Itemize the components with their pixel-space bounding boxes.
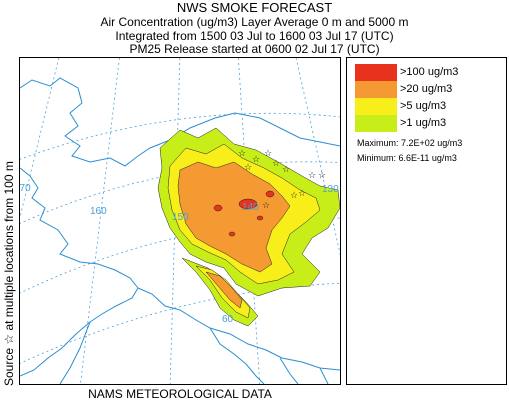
source-markers: ☆ ☆ ☆ ☆ ☆ ☆ ☆ ☆ ☆ ☆ ☆ xyxy=(238,149,326,211)
legend-label-gt1: >1 ug/m3 xyxy=(400,117,447,129)
source-side-label-text: Source ☆ at multiple locations from 100 … xyxy=(2,161,16,386)
legend-panel: >100 ug/m3 >20 ug/m3 >5 ug/m3 >1 ug/m3 M… xyxy=(346,57,507,385)
svg-text:☆: ☆ xyxy=(298,189,306,199)
legend-label-gt5: >5 ug/m3 xyxy=(400,100,447,112)
lon-label-150: 150 xyxy=(172,212,189,223)
map-canvas: ☆ ☆ ☆ ☆ ☆ ☆ ☆ ☆ ☆ ☆ ☆ 170 160 150 140 13… xyxy=(20,58,340,384)
svg-text:☆: ☆ xyxy=(290,191,298,201)
legend-label-gt100: >100 ug/m3 xyxy=(400,66,459,78)
legend-swatch-red xyxy=(355,64,397,81)
legend-label-gt20: >20 ug/m3 xyxy=(400,83,453,95)
svg-text:☆: ☆ xyxy=(264,149,272,159)
svg-text:☆: ☆ xyxy=(238,149,246,159)
concentration-subtitle: Air Concentration (ug/m3) Layer Average … xyxy=(100,15,409,29)
svg-text:☆: ☆ xyxy=(272,159,280,169)
lon-label-170: 170 xyxy=(20,183,31,194)
integration-period: Integrated from 1500 03 Jul to 1600 03 J… xyxy=(115,29,394,43)
svg-text:☆: ☆ xyxy=(318,171,326,181)
lat-label-60: 60 xyxy=(222,314,234,325)
graticule xyxy=(20,58,340,384)
source-side-label: Source ☆ at multiple locations from 100 … xyxy=(2,58,16,388)
legend-swatch-yellow xyxy=(355,98,397,115)
svg-text:☆: ☆ xyxy=(308,171,316,181)
legend-item-gt100: >100 ug/m3 xyxy=(355,64,505,81)
coastline xyxy=(20,77,340,384)
smoke-map[interactable]: ☆ ☆ ☆ ☆ ☆ ☆ ☆ ☆ ☆ ☆ ☆ 170 160 150 140 13… xyxy=(19,57,341,385)
legend-swatch-orange xyxy=(355,81,397,98)
plume-gt100 xyxy=(213,190,275,237)
legend-minimum: Minimum: 6.6E-11 ug/m3 xyxy=(357,153,457,163)
legend-item-gt20: >20 ug/m3 xyxy=(355,81,505,98)
svg-text:☆: ☆ xyxy=(262,201,270,211)
svg-text:☆: ☆ xyxy=(244,163,252,173)
legend-maximum: Maximum: 7.2E+02 ug/m3 xyxy=(357,138,463,148)
svg-text:☆: ☆ xyxy=(252,155,260,165)
forecast-title: NWS SMOKE FORECAST xyxy=(176,0,333,15)
release-start: PM25 Release started at 0600 02 Jul 17 (… xyxy=(129,42,380,56)
legend-item-gt1: >1 ug/m3 xyxy=(355,115,505,132)
meteorological-data-label: NAMS METEOROLOGICAL DATA xyxy=(88,387,272,401)
plume-gt20 xyxy=(177,161,291,309)
lon-label-140: 140 xyxy=(242,202,259,213)
lon-label-130: 130 xyxy=(322,184,339,195)
legend-item-gt5: >5 ug/m3 xyxy=(355,98,505,115)
lon-label-160: 160 xyxy=(90,206,107,217)
svg-text:☆: ☆ xyxy=(282,165,290,175)
legend-swatch-lime xyxy=(355,115,397,132)
